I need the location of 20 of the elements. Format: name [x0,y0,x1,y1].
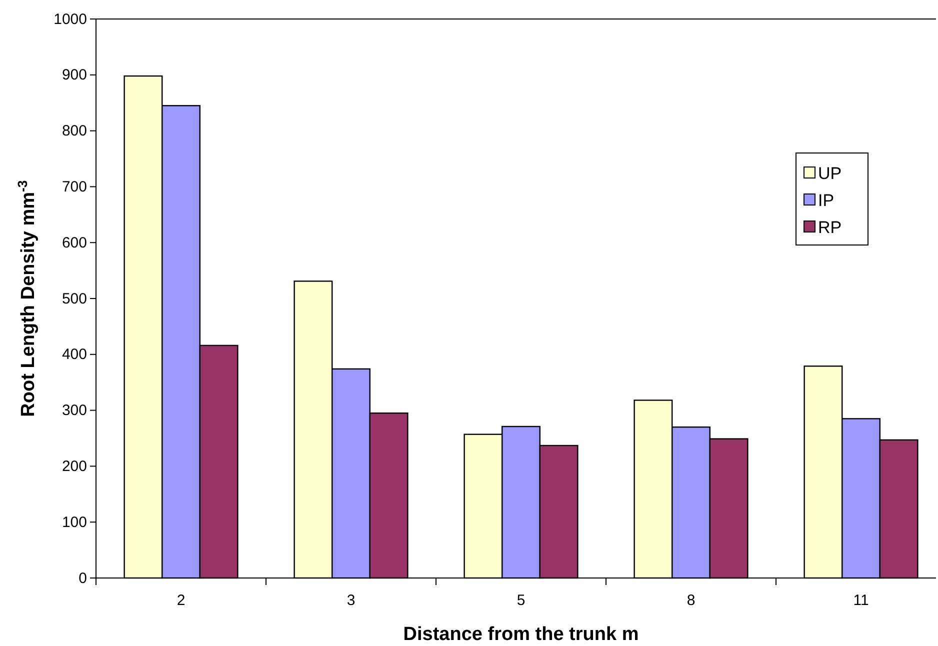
x-tick-label: 8 [686,592,696,609]
x-tick-label: 3 [346,592,356,609]
legend-label: UP [818,164,842,183]
x-tick-label: 11 [853,592,869,609]
x-axis-title: Distance from the trunk m [403,624,639,645]
y-tick-label: 1000 [54,10,87,28]
legend-label: IP [818,191,834,210]
y-tick-label: 800 [62,122,87,140]
x-tick-label: 2 [176,592,186,609]
y-tick-label: 0 [78,570,87,587]
y-tick-label: 600 [62,234,87,252]
y-tick-label: 500 [62,290,87,308]
y-tick-label: 900 [62,66,87,84]
y-tick-label: 300 [62,402,87,420]
x-tick-label: 5 [516,592,526,609]
y-tick-label: 200 [62,458,87,475]
y-tick-label: 400 [62,346,87,364]
y-tick-label: 700 [62,178,87,196]
legend-label: RP [818,218,842,237]
y-tick-label: 100 [62,514,87,531]
